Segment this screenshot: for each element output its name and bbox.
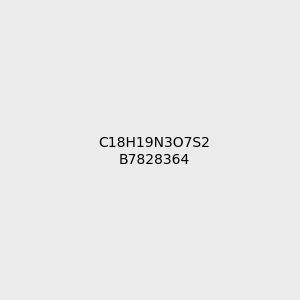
- Text: C18H19N3O7S2
B7828364: C18H19N3O7S2 B7828364: [98, 136, 210, 166]
